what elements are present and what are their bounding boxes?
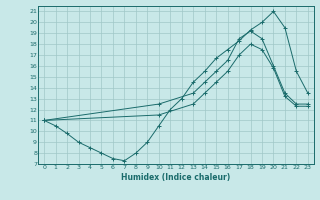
X-axis label: Humidex (Indice chaleur): Humidex (Indice chaleur)	[121, 173, 231, 182]
